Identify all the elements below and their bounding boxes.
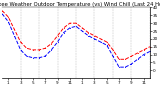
Title: Milwaukee Weather Outdoor Temperature (vs) Wind Chill (Last 24 Hours): Milwaukee Weather Outdoor Temperature (v… bbox=[0, 2, 160, 7]
